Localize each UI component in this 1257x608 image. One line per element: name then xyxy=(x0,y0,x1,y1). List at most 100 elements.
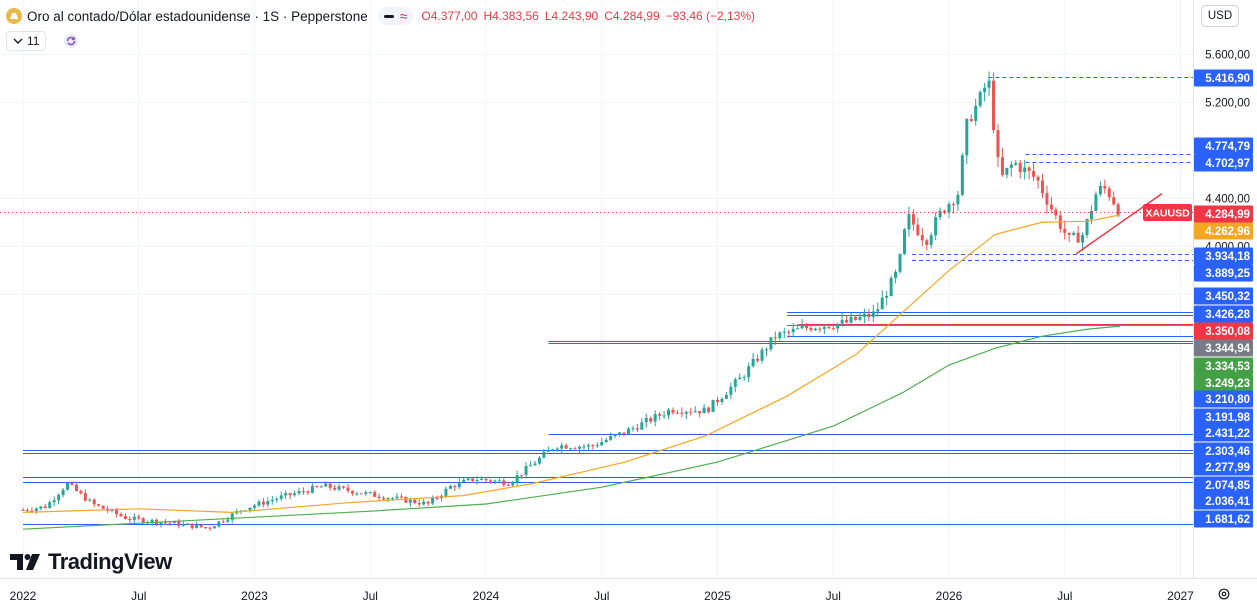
candle-body xyxy=(934,217,938,236)
price-scale-label-bg xyxy=(1194,442,1253,460)
candle-body xyxy=(141,518,145,523)
ohlc-close: C4.284,99 xyxy=(604,9,660,23)
price-scale-label-text: 3.210,80 xyxy=(1205,394,1250,406)
candle-body xyxy=(889,277,893,297)
candle-body xyxy=(230,513,234,520)
candle-body xyxy=(391,498,395,500)
candle-body xyxy=(738,377,742,380)
price-scale-label-bg xyxy=(1194,247,1253,265)
candle-body xyxy=(502,480,506,485)
candle-body xyxy=(324,483,328,487)
candle-body xyxy=(996,130,1000,158)
candle-body xyxy=(831,328,835,330)
candle-body xyxy=(791,328,795,332)
moving-average-line xyxy=(22,325,1121,530)
candle-body xyxy=(622,432,626,435)
candle-body xyxy=(177,521,181,526)
candle-body xyxy=(845,319,849,323)
candle-body xyxy=(800,326,804,329)
candle-body xyxy=(813,328,817,331)
candle-body xyxy=(818,328,822,330)
candle-body xyxy=(163,522,167,524)
symbol-tag-bg xyxy=(1143,204,1192,221)
candle-body xyxy=(862,313,866,317)
candle-body xyxy=(132,516,136,520)
candle-body xyxy=(885,296,889,298)
indicator-count: 11 xyxy=(27,34,40,48)
price-scale-label: 3.889,25 xyxy=(1194,264,1253,282)
candle-body xyxy=(582,446,586,448)
candle-body xyxy=(457,482,461,488)
currency-select[interactable]: USD xyxy=(1201,5,1239,27)
candle-body xyxy=(876,309,880,312)
x-tick-label: 2022 xyxy=(10,589,37,603)
candle-body xyxy=(577,446,581,449)
price-scale-label-text: 3.344,94 xyxy=(1205,343,1250,355)
candle-body xyxy=(128,519,132,521)
candle-body xyxy=(137,516,141,519)
symbol-tag-text: XAUUSD xyxy=(1145,208,1190,220)
candle-body xyxy=(488,480,492,482)
x-tick-label: 2023 xyxy=(241,589,268,603)
minus-icon xyxy=(383,14,394,18)
candle-body xyxy=(613,434,617,436)
price-scale-label-bg xyxy=(1194,357,1253,375)
symbol-title[interactable]: Oro al contado/Dólar estadounidense · 1S… xyxy=(27,8,368,24)
candle-body xyxy=(653,414,657,422)
candle-body xyxy=(987,80,991,88)
candle-body xyxy=(520,474,524,476)
candle-body xyxy=(947,204,951,213)
indicators-toggle[interactable]: 11 xyxy=(6,31,47,51)
candle-body xyxy=(1072,232,1076,235)
candle-body xyxy=(640,422,644,430)
candle-body xyxy=(395,496,399,499)
logo-text: TradingView xyxy=(48,549,172,574)
candle-body xyxy=(204,527,208,529)
price-scale-label-bg xyxy=(1194,492,1253,510)
candle-body xyxy=(346,487,350,491)
price-scale-label-text: 4.284,99 xyxy=(1205,209,1250,221)
candle-body xyxy=(969,118,973,122)
candle-body xyxy=(515,475,519,483)
candle-body xyxy=(186,523,190,525)
price-scale-label-bg xyxy=(1194,287,1253,305)
y-tick-label: 4.400,00 xyxy=(1205,193,1250,205)
candle-body xyxy=(1005,167,1009,175)
price-scale-label-bg xyxy=(1194,458,1253,476)
candle-body xyxy=(61,489,65,496)
chart-style-toggle[interactable]: ≈ xyxy=(377,7,414,25)
y-tick-label: 5.200,00 xyxy=(1205,98,1250,110)
candle-body xyxy=(649,418,653,422)
price-scale-label-text: 4.774,79 xyxy=(1205,141,1250,153)
candle-body xyxy=(1116,204,1120,215)
y-tick-label: 5.600,00 xyxy=(1205,50,1250,62)
ohlc-change: −93,46 (−2,13%) xyxy=(665,9,756,23)
candle-body xyxy=(600,441,604,446)
price-scale-label-text: 4.702,97 xyxy=(1205,158,1250,170)
candle-body xyxy=(208,527,212,529)
candle-body xyxy=(747,366,751,378)
candle-body xyxy=(911,214,915,225)
candle-body xyxy=(871,311,875,317)
candle-body xyxy=(66,483,70,490)
candle-body xyxy=(529,465,533,467)
price-scale-label-text: 2.303,46 xyxy=(1205,446,1250,458)
candle-body xyxy=(822,326,826,330)
sync-icon[interactable] xyxy=(62,32,80,50)
price-scale-label-text: 3.426,28 xyxy=(1205,309,1250,321)
x-tick-label: Jul xyxy=(826,589,841,603)
candle-body xyxy=(742,377,746,379)
candle-body xyxy=(667,409,671,416)
candle-body xyxy=(551,449,555,451)
candle-body xyxy=(1094,194,1098,212)
gear-icon[interactable] xyxy=(1217,587,1231,601)
ohlc-open: O4.377,00 xyxy=(421,9,478,23)
candle-body xyxy=(408,499,412,503)
candle-body xyxy=(902,229,906,255)
candle-body xyxy=(698,411,702,414)
candle-body xyxy=(546,449,550,452)
candle-body xyxy=(992,80,996,131)
candle-body xyxy=(30,510,34,512)
price-scale-label-text: 2.074,85 xyxy=(1205,480,1250,492)
